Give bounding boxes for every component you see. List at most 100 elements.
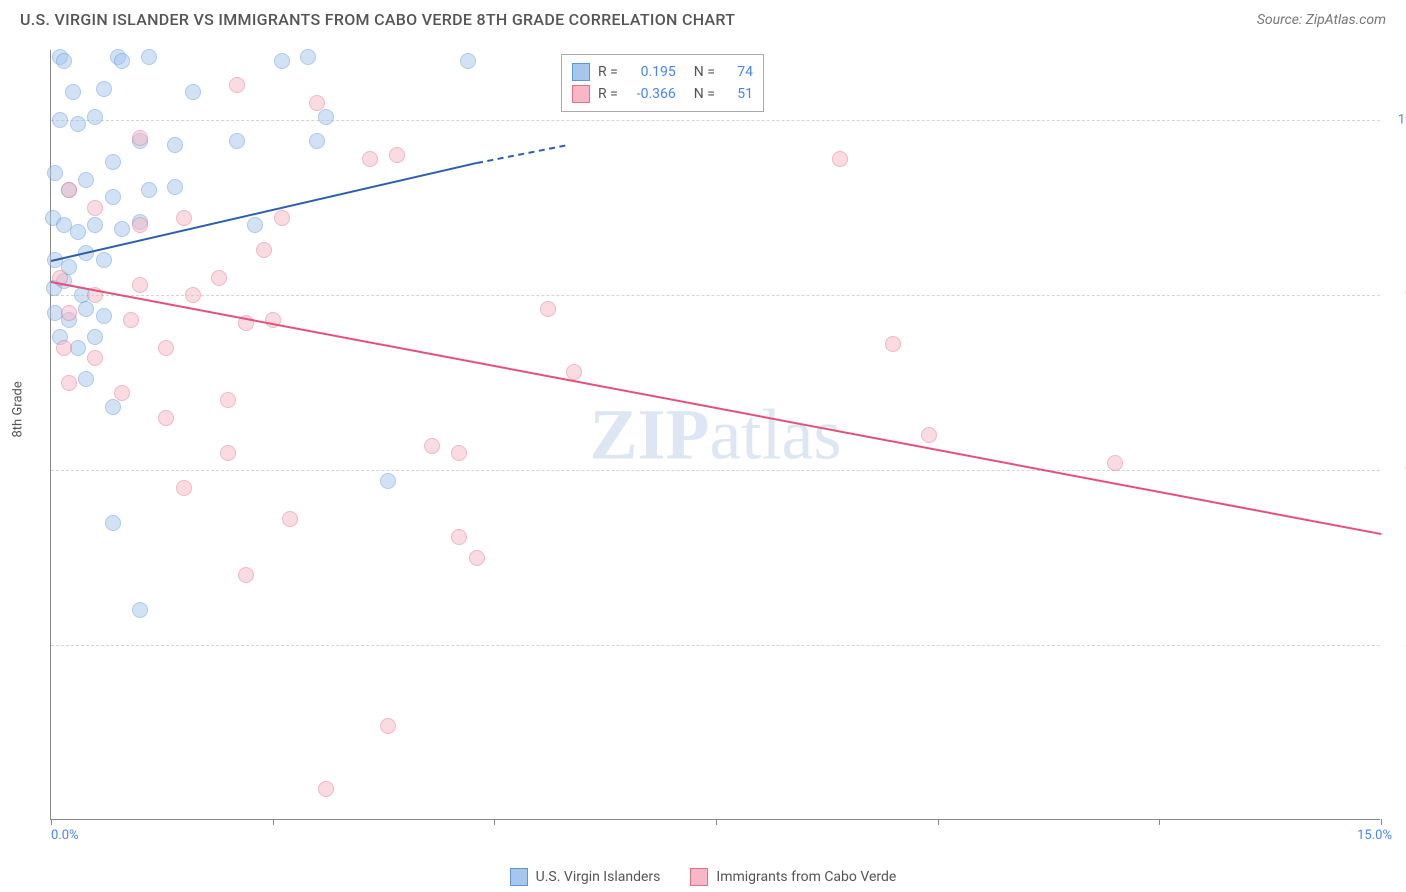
stats-swatch-icon [572,63,590,81]
legend-label-usvi: U.S. Virgin Islanders [536,869,661,885]
data-point-usvi [52,112,68,128]
stats-r-value: 0.195 [626,64,676,80]
data-point-usvi [70,224,86,240]
y-axis-label: 8th Grade [11,381,26,437]
data-point-cabo [238,567,254,583]
data-point-cabo [451,529,467,545]
data-point-cabo [176,210,192,226]
legend-swatch-cabo [690,868,708,886]
x-tick [51,819,52,825]
data-point-cabo [566,364,582,380]
data-point-cabo [229,77,245,93]
data-point-usvi [96,81,112,97]
data-point-usvi [96,308,112,324]
data-point-cabo [380,718,396,734]
data-point-usvi [78,172,94,188]
data-point-cabo [87,200,103,216]
data-point-cabo [362,151,378,167]
legend-item-cabo: Immigrants from Cabo Verde [690,868,896,886]
scatter-chart: ZIPatlas 85.0%90.0%95.0%100.0%0.0%15.0%R… [50,50,1380,820]
data-point-cabo [309,95,325,111]
stats-r-value: -0.366 [626,86,676,102]
data-point-usvi [247,217,263,233]
trendline-cabo [51,281,1381,535]
data-point-cabo [61,182,77,198]
gridline [51,470,1380,471]
y-tick-label: 85.0% [1385,638,1406,653]
y-tick-label: 90.0% [1385,463,1406,478]
data-point-cabo [282,511,298,527]
data-point-cabo [832,151,848,167]
data-point-usvi [78,371,94,387]
data-point-cabo [424,438,440,454]
data-point-cabo [885,336,901,352]
trendline-dash-usvi [476,145,565,164]
data-point-cabo [61,305,77,321]
data-point-cabo [132,217,148,233]
chart-header: U.S. VIRGIN ISLANDER VS IMMIGRANTS FROM … [0,0,1406,37]
data-point-usvi [141,49,157,65]
data-point-usvi [274,53,290,69]
data-point-usvi [114,221,130,237]
stats-row-cabo: R =-0.366N =51 [572,83,753,105]
data-point-cabo [132,277,148,293]
y-tick-label: 100.0% [1385,113,1406,128]
stats-n-value: 74 [723,64,753,80]
data-point-usvi [460,53,476,69]
x-tick [1381,819,1382,825]
data-point-usvi [65,84,81,100]
legend-label-cabo: Immigrants from Cabo Verde [716,869,896,885]
data-point-usvi [87,109,103,125]
x-tick [273,819,274,825]
stats-legend: R = 0.195 N = 74 R =-0.366N =51 [561,54,764,112]
data-point-cabo [185,287,201,303]
stats-n-value: 51 [723,86,753,102]
data-point-usvi [70,116,86,132]
gridline [51,120,1380,121]
data-point-usvi [56,53,72,69]
x-tick [938,819,939,825]
data-point-usvi [132,602,148,618]
data-point-usvi [105,515,121,531]
data-point-usvi [78,301,94,317]
data-point-cabo [123,312,139,328]
data-point-usvi [105,399,121,415]
data-point-usvi [141,182,157,198]
data-point-cabo [1107,455,1123,471]
x-tick [1159,819,1160,825]
data-point-cabo [87,350,103,366]
data-point-cabo [220,445,236,461]
data-point-usvi [87,217,103,233]
data-point-usvi [105,189,121,205]
data-point-usvi [114,53,130,69]
data-point-cabo [256,242,272,258]
data-point-usvi [380,473,396,489]
data-point-usvi [47,165,63,181]
gridline [51,645,1380,646]
data-point-usvi [167,179,183,195]
x-tick-label-right: 15.0% [1357,828,1392,843]
legend-item-usvi: U.S. Virgin Islanders [510,868,661,886]
data-point-usvi [300,49,316,65]
data-point-usvi [105,154,121,170]
data-point-cabo [540,301,556,317]
watermark: ZIPatlas [590,393,842,476]
data-point-cabo [451,445,467,461]
stats-r-label: R = [598,64,618,80]
data-point-usvi [309,133,325,149]
data-point-cabo [211,270,227,286]
x-tick [716,819,717,825]
data-point-cabo [158,340,174,356]
data-point-cabo [318,781,334,797]
chart-title: U.S. VIRGIN ISLANDER VS IMMIGRANTS FROM … [20,10,735,29]
data-point-usvi [185,84,201,100]
stats-n-label: N = [694,64,715,80]
data-point-usvi [167,137,183,153]
data-point-cabo [389,147,405,163]
legend-swatch-usvi [510,868,528,886]
stats-swatch-icon [572,85,590,103]
data-point-usvi [87,329,103,345]
gridline [51,295,1380,296]
data-point-cabo [469,550,485,566]
data-point-usvi [96,252,112,268]
